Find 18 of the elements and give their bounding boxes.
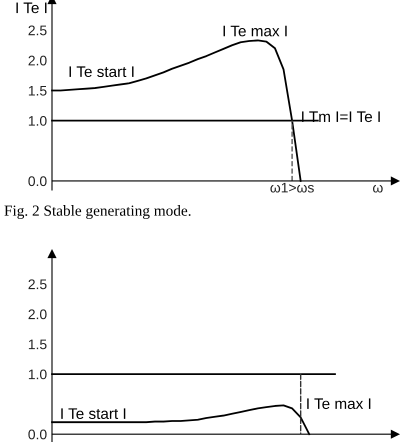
x-tick-label: ω [372,184,383,193]
y-tick-label: 1.5 [28,86,47,96]
y-tick-label: 2.0 [28,56,47,66]
annotation: I Te start I [61,408,126,420]
annotation: I Te max I [307,398,370,410]
y-tick-label: 2.5 [28,25,47,36]
annotation: I Te start I [70,66,134,78]
y-tick-label: 2.0 [28,309,47,320]
y-axis-title: I Te I [16,2,46,14]
y-tick-label: 1.0 [28,116,47,126]
annotation: I Te max I [224,26,287,36]
y-tick-label: 0.0 [28,176,47,186]
y-tick-label: 1.5 [28,340,47,350]
y-tick-label: 0.0 [28,430,47,440]
y-tick-label: 2.5 [28,279,47,290]
x-tick-label: ω1>ωs [270,182,314,193]
caption: Fig. 2 Stable generating mode. [4,205,191,219]
y-tick-label: 1.0 [28,369,47,380]
